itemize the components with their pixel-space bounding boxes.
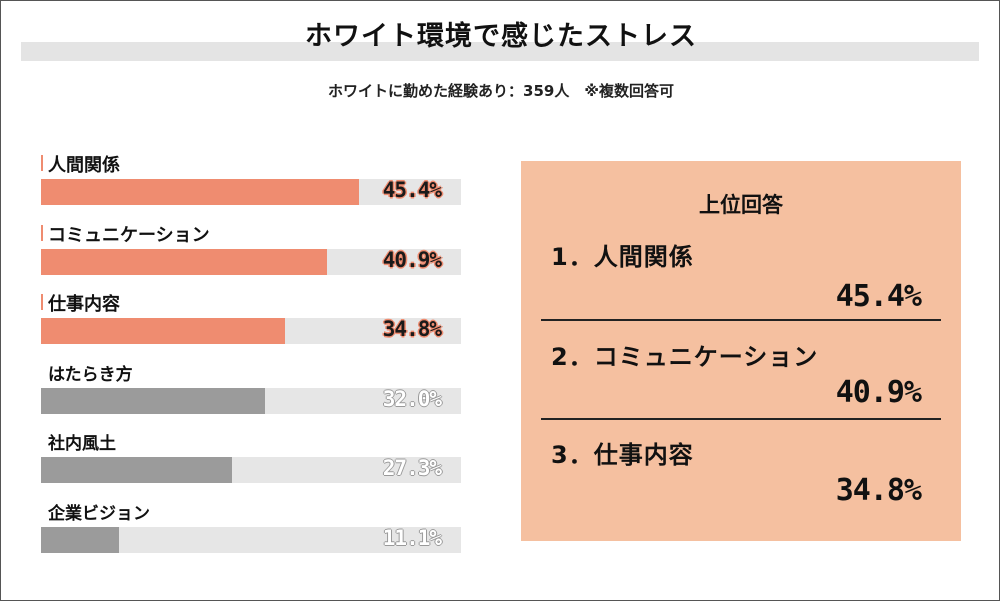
rank-1-label: 1．人間関係 [551,243,694,271]
bar-row: 企業ビジョン 11.1% [41,499,461,559]
top-answers-panel: 上位回答 1．人間関係 45.4% 2．コミュニケーション 40.9% 3．仕事… [521,161,961,541]
rank-divider [541,319,941,321]
rank-2-label: 2．コミュニケーション [551,343,819,371]
category-label: はたらき方 [48,364,133,385]
bar-track [41,179,461,205]
bar-track [41,248,461,275]
value-label: 32.0% [382,386,442,411]
rank-1-value: 45.4% [835,279,922,314]
category-label: 人間関係 [48,155,120,176]
rank-3-value: 34.8% [835,473,922,508]
bar [41,387,265,414]
bar-row: 人間関係 45.4% [41,151,461,211]
value-label: 45.4% [382,178,442,202]
value-label: 27.3% [382,456,442,480]
value-label: 34.8% [382,317,442,341]
bar-row: はたらき方 32.0% [41,360,461,420]
category-label: コミュニケーション [48,224,210,246]
bar-row: 仕事内容 34.8% [41,290,461,350]
category-label: 社内風土 [48,434,116,454]
bar-row: 社内風土 27.3% [41,429,461,489]
panel-title: 上位回答 [699,193,783,217]
bar [41,179,359,205]
bar-row: コミュニケーション 40.9% [41,221,461,281]
label-accent-tick [41,224,43,241]
bar-track [41,526,461,553]
rank-divider [541,418,941,420]
bar [41,526,119,553]
category-label: 企業ビジョン [48,503,150,524]
bar [41,318,285,344]
bar-track [41,318,461,344]
value-label: 40.9% [382,247,442,272]
bar [41,248,328,275]
value-label: 11.1% [382,525,442,550]
category-label: 仕事内容 [48,294,120,315]
label-accent-tick [41,294,43,310]
title-underline-band [21,42,979,61]
label-accent-tick [41,155,43,171]
rank-3-label: 3．仕事内容 [551,441,694,469]
chart-title: ホワイト環境で感じたストレス [305,21,697,52]
chart-subtitle: ホワイトに勤めた経験あり：359人 ※複数回答可 [328,82,674,100]
rank-2-value: 40.9% [835,375,922,410]
bar-track [41,457,461,483]
bar [41,457,233,483]
bar-track [41,387,461,414]
